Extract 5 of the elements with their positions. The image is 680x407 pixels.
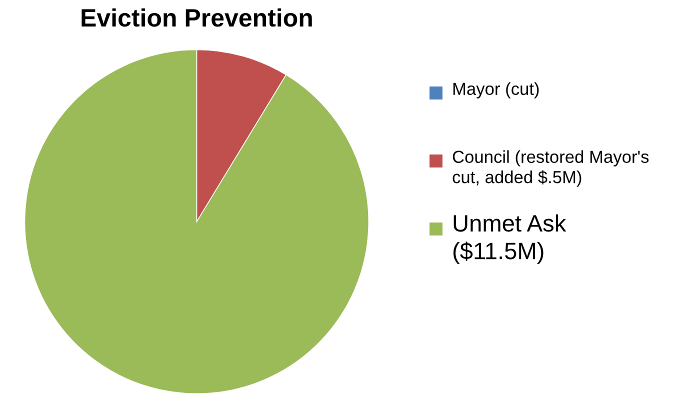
chart-title: Eviction Prevention bbox=[82, 8, 312, 27]
legend-label: Unmet Ask ($11.5M) bbox=[453, 214, 566, 264]
pie-slice bbox=[24, 49, 370, 394]
legend-label: Council (restored Mayor's cut, added $.5M) bbox=[452, 150, 649, 187]
legend-label: Mayor (cut) bbox=[453, 82, 539, 98]
